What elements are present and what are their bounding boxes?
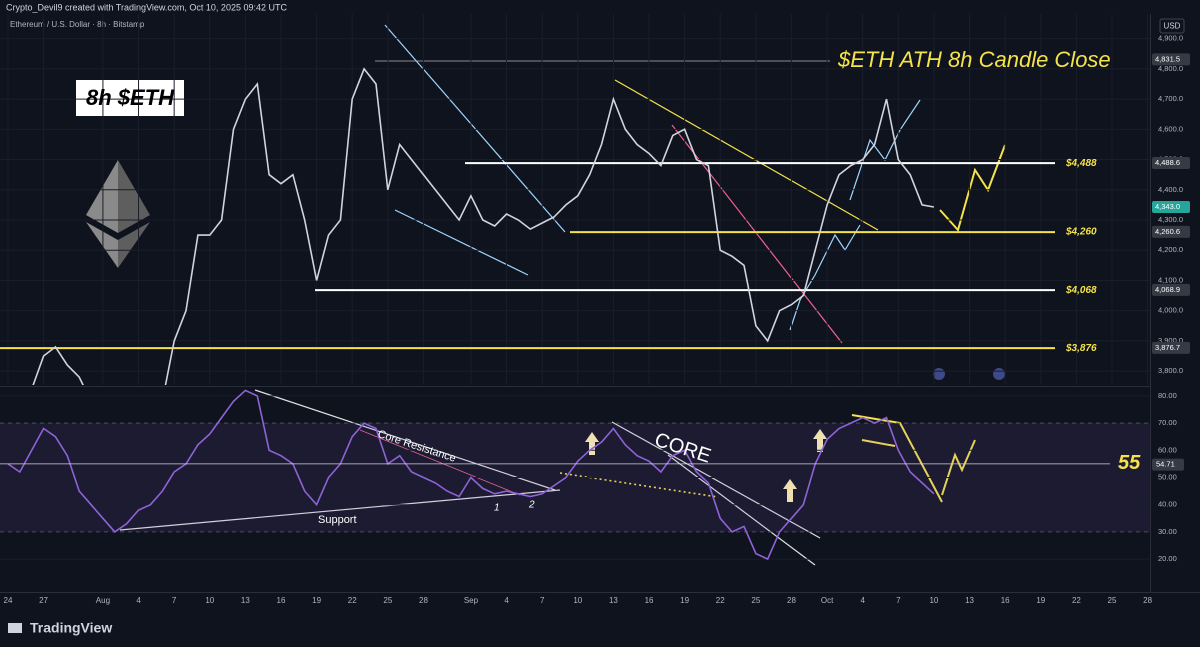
x-tick-label: 28 xyxy=(787,596,796,605)
level-label: $4,068 xyxy=(1065,285,1097,296)
price-tag-label: 4,343.0 xyxy=(1155,202,1180,211)
y-tick-label: 4,700.0 xyxy=(1158,94,1183,103)
rsi-panel xyxy=(0,389,1150,561)
x-tick-label: 19 xyxy=(1036,596,1045,605)
x-tick-label: 4 xyxy=(136,596,141,605)
eth-logo xyxy=(86,160,150,268)
x-tick-label: 22 xyxy=(1072,596,1081,605)
x-tick-label: 4 xyxy=(504,596,509,605)
x-tick-label: 19 xyxy=(312,596,321,605)
y-tick-label: 80.00 xyxy=(1158,391,1177,400)
price-tag-label: 4,068.9 xyxy=(1155,285,1180,294)
x-tick-label: 25 xyxy=(751,596,760,605)
y-tick-label: 4,100.0 xyxy=(1158,275,1183,284)
rsi-tag xyxy=(1152,458,1184,471)
rsi-annotation: 2 xyxy=(528,500,535,511)
x-tick-label: 25 xyxy=(1108,596,1117,605)
y-tick-label: 3,800.0 xyxy=(1158,366,1183,375)
price-tag xyxy=(1152,283,1190,296)
y-tick-label: 50.00 xyxy=(1158,472,1177,481)
x-tick-label: 28 xyxy=(419,596,428,605)
y-tick-label: 4,000.0 xyxy=(1158,306,1183,315)
x-tick-label: Sep xyxy=(464,596,479,605)
creator-line: Crypto_Devil9 created with TradingView.c… xyxy=(6,2,287,12)
y-tick-label: 30.00 xyxy=(1158,527,1177,536)
currency-box xyxy=(1159,18,1185,34)
x-tick-label: 7 xyxy=(896,596,901,605)
x-tick-label: 24 xyxy=(4,596,13,605)
y-tick-label: 70.00 xyxy=(1158,418,1177,427)
price-tag-label: 4,831.5 xyxy=(1155,54,1180,63)
x-tick-label: 16 xyxy=(1001,596,1010,605)
x-tick-label: 10 xyxy=(573,596,582,605)
chart-title: 8h $ETH xyxy=(86,85,175,110)
price-tag xyxy=(1152,53,1190,66)
x-tick-label: 27 xyxy=(39,596,48,605)
event-icon xyxy=(993,368,1005,380)
x-tick-label: 13 xyxy=(609,596,618,605)
price-tag xyxy=(1152,157,1190,170)
x-tick-label: 16 xyxy=(645,596,654,605)
symbol-line: Ethereum / U.S. Dollar · 8h · Bitstamp xyxy=(10,20,145,29)
x-tick-label: 13 xyxy=(241,596,250,605)
y-tick-label: 4,200.0 xyxy=(1158,245,1183,254)
y-tick-label: 3,900.0 xyxy=(1158,336,1183,345)
x-tick-label: Aug xyxy=(96,596,110,605)
x-tick-label: 16 xyxy=(277,596,286,605)
x-tick-label: 22 xyxy=(348,596,357,605)
brand xyxy=(8,623,22,633)
price-tag xyxy=(1152,341,1190,354)
x-tick-label: 13 xyxy=(965,596,974,605)
currency: USD xyxy=(1164,22,1181,31)
level-label: $4,488 xyxy=(1065,158,1097,169)
x-tick-label: Oct xyxy=(821,596,834,605)
y-tick-label: 4,300.0 xyxy=(1158,215,1183,224)
x-tick-label: 7 xyxy=(172,596,177,605)
rsi-level-label: 55 xyxy=(1118,452,1141,474)
x-tick-label: 25 xyxy=(383,596,392,605)
level-label: $3,876 xyxy=(1065,343,1097,354)
y-tick-label: 4,600.0 xyxy=(1158,124,1183,133)
title-box xyxy=(76,80,184,116)
y-tick-label: 60.00 xyxy=(1158,445,1177,454)
y-tick-label: 4,900.0 xyxy=(1158,34,1183,43)
y-tick-label: 4,400.0 xyxy=(1158,185,1183,194)
price-tag-label: 4,488.6 xyxy=(1155,158,1180,167)
rsi-annotation: 1 xyxy=(494,503,500,514)
price-panel xyxy=(0,14,1150,385)
price-tag-label: 3,876.7 xyxy=(1155,343,1180,352)
rsi-tag-label: 54.71 xyxy=(1156,460,1175,469)
event-icon xyxy=(933,368,945,380)
rsi-annotation: Support xyxy=(318,514,357,526)
x-tick-label: 28 xyxy=(1143,596,1152,605)
series-line xyxy=(32,67,935,385)
x-tick-label: 10 xyxy=(205,596,214,605)
y-tick-label: 40.00 xyxy=(1158,500,1177,509)
level-label: $4,260 xyxy=(1065,227,1097,238)
price-tag-label: 4,260.6 xyxy=(1155,227,1180,236)
x-tick-label: 19 xyxy=(680,596,689,605)
price-tag xyxy=(1152,225,1190,238)
x-tick-label: 7 xyxy=(540,596,545,605)
x-tick-label: 10 xyxy=(929,596,938,605)
x-tick-label: 4 xyxy=(860,596,865,605)
price-tag xyxy=(1152,201,1190,214)
chart-subtitle: $ETH ATH 8h Candle Close xyxy=(837,47,1111,72)
up-arrows xyxy=(585,429,827,502)
y-tick-label: 20.00 xyxy=(1158,554,1177,563)
brand-name: TradingView xyxy=(30,620,112,636)
y-tick-label: 4,800.0 xyxy=(1158,64,1183,73)
x-tick-label: 22 xyxy=(716,596,725,605)
series-line xyxy=(7,389,935,561)
